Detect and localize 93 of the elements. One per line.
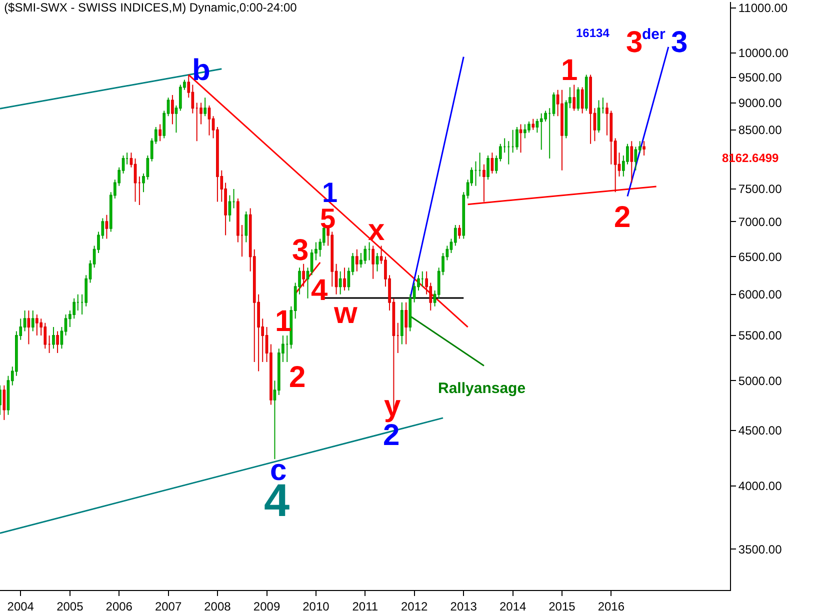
x-tick-label: 2011 <box>352 599 378 612</box>
annotation: x <box>368 214 385 247</box>
annotation: 2 <box>614 201 631 234</box>
candlestick <box>420 270 424 288</box>
candlestick <box>27 310 30 345</box>
annotation: 2 <box>289 361 306 394</box>
candlestick <box>630 140 634 184</box>
x-tick-label: 2012 <box>400 599 428 612</box>
candlestick <box>158 124 162 142</box>
y-tick-label: 6500.00 <box>738 250 782 264</box>
candlestick <box>602 97 604 114</box>
x-tick-label: 2016 <box>598 599 625 612</box>
candlestick <box>171 94 174 125</box>
candlestick <box>48 335 51 354</box>
y-tick-label: 9000.00 <box>738 96 782 110</box>
y-tick-label: 7000.00 <box>738 214 782 229</box>
annotation: 16134 <box>576 26 610 40</box>
x-tick-label: 2010 <box>302 599 330 612</box>
y-tick-label: 6000.00 <box>738 288 782 302</box>
candlestick <box>2 384 6 420</box>
x-tick-label: 2015 <box>548 599 576 612</box>
candlestick <box>338 270 342 295</box>
candlestick <box>52 326 55 350</box>
annotation: 1 <box>561 54 578 87</box>
x-tick-label: 2004 <box>7 599 34 612</box>
candlestick <box>519 124 522 154</box>
candlestick <box>105 214 108 240</box>
candlestick <box>589 74 592 144</box>
annotation: Rallyansage <box>438 380 526 397</box>
candlestick <box>490 152 494 174</box>
candlestick <box>31 310 34 332</box>
annotation: 4 <box>311 274 328 307</box>
candlestick <box>376 252 379 272</box>
candlestick <box>396 322 400 354</box>
candlestick <box>343 267 346 291</box>
annotation: 3 <box>292 234 309 267</box>
y-tick-label: 10000.00 <box>738 46 789 60</box>
candlestick <box>572 84 576 112</box>
x-tick-label: 2006 <box>106 599 133 612</box>
annotation: der <box>642 26 666 43</box>
y-tick-label: 5000.00 <box>738 374 782 388</box>
candlestick <box>244 211 248 243</box>
candlestick <box>204 97 206 117</box>
x-tick-label: 2009 <box>253 599 280 612</box>
candlestick <box>597 100 600 134</box>
y-tick-label: 11000.00 <box>738 1 788 16</box>
candlestick <box>540 112 543 150</box>
candlestick <box>511 129 514 154</box>
candlestick <box>524 124 526 139</box>
candlestick <box>228 194 232 222</box>
y-tick-label: 4000.00 <box>738 479 782 494</box>
candlestick <box>195 102 198 142</box>
y-tick-label: 9500.00 <box>738 70 782 84</box>
candlestick <box>368 242 371 261</box>
candlestick <box>486 155 490 180</box>
candlestick <box>372 245 375 280</box>
candlestick <box>580 86 584 114</box>
y-tick-label: 4500.00 <box>738 424 782 438</box>
y-tick-label: 3500.00 <box>738 542 782 556</box>
candlestick <box>458 224 461 240</box>
candlestick <box>507 140 510 165</box>
x-tick-label: 2007 <box>154 599 182 612</box>
y-tick-label: 7500.00 <box>738 182 782 196</box>
candlestick <box>478 152 482 178</box>
candlestick <box>532 118 535 130</box>
candlestick <box>208 104 211 136</box>
y-tick-label: 8500.00 <box>738 123 782 138</box>
x-tick-label: 2005 <box>56 599 84 612</box>
candlestick <box>56 330 59 354</box>
candlestick <box>138 176 141 206</box>
x-tick-label: 2013 <box>450 599 478 612</box>
candlestick <box>548 108 552 159</box>
candlestick <box>576 86 580 112</box>
candlestick <box>404 302 408 345</box>
candlestick <box>516 126 518 150</box>
candlestick <box>552 92 556 117</box>
candlestick <box>364 245 367 264</box>
candlestick <box>355 248 358 272</box>
candlestick <box>35 314 38 336</box>
candlestick <box>560 89 564 171</box>
candlestick <box>584 74 588 112</box>
annotation: 3 <box>671 26 688 59</box>
x-tick-label: 2008 <box>204 599 232 612</box>
y-tick-label: 5500.00 <box>738 328 782 343</box>
candlestick <box>44 322 47 350</box>
x-tick-label: 2014 <box>499 599 526 612</box>
candlestick <box>474 160 478 186</box>
candlestick <box>232 188 236 209</box>
candlestick <box>642 140 646 156</box>
annotation: 3 <box>626 26 643 59</box>
annotation: w <box>333 297 358 330</box>
candlestick <box>400 302 404 345</box>
chart-title: ($SMI-SWX - SWISS INDICES,M) Dynamic,0:00-24:00 <box>4 0 298 14</box>
